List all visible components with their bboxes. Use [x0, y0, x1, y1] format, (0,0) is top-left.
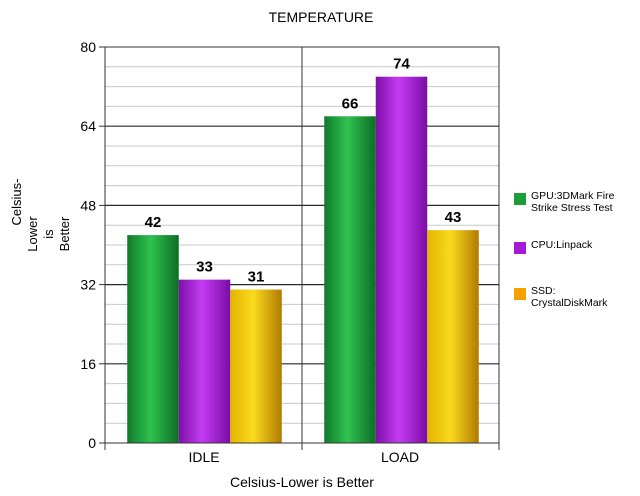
data-label: 66 [342, 95, 359, 112]
legend-swatch-ssd [514, 288, 526, 300]
bar-idle-series-1 [178, 279, 231, 443]
legend-label-ssd: SSD: CrystalDiskMark [531, 285, 608, 309]
y-tick-label: 48 [80, 197, 96, 213]
data-label: 42 [145, 214, 162, 231]
data-labels: 42 33 31 66 74 43 [145, 56, 462, 286]
legend-item-ssd: SSD: CrystalDiskMark [514, 285, 611, 309]
bars [127, 76, 479, 444]
legend-item-gpu: GPU:3DMark Fire Strike Stress Test [514, 190, 631, 214]
legend-item-cpu: CPU:Linpack [514, 239, 592, 254]
data-label: 31 [248, 269, 265, 286]
legend-label-gpu: GPU:3DMark Fire Strike Stress Test [531, 190, 615, 214]
bar-load-series-2 [427, 230, 479, 443]
y-tick-label: 64 [80, 118, 96, 134]
bar-load-series-1 [375, 76, 428, 443]
y-tick-label: 32 [80, 277, 96, 293]
bar-idle-series-0 [127, 235, 179, 443]
legend-swatch-cpu [514, 242, 526, 254]
y-tick-label: 80 [80, 39, 96, 55]
x-tick-label-load: LOAD [381, 449, 419, 465]
y-axis-label-line-1: Celsius- [9, 179, 24, 226]
bar-load-series-0 [324, 116, 376, 444]
y-axis-label-line-4: Better [57, 216, 72, 251]
data-label: 33 [196, 259, 213, 276]
x-axis-label: Celsius-Lower is Better [230, 474, 374, 490]
y-axis-label-line-3: is [41, 229, 56, 239]
y-axis-label-line-2: Lower [25, 216, 40, 252]
data-label: 74 [393, 56, 410, 73]
y-tick-label: 16 [80, 356, 96, 372]
x-tick-label-idle: IDLE [188, 449, 219, 465]
bar-idle-series-2 [230, 289, 282, 443]
y-axis-label: Celsius- Lower is Better [9, 179, 72, 252]
data-label: 43 [445, 209, 462, 226]
legend-swatch-gpu [514, 193, 526, 205]
legend-label-cpu: CPU:Linpack [531, 239, 593, 251]
y-tick-label: 0 [88, 435, 96, 451]
chart-title: TEMPERATURE [269, 9, 374, 25]
y-axis-ticks: 0 16 32 48 64 80 [80, 39, 105, 451]
